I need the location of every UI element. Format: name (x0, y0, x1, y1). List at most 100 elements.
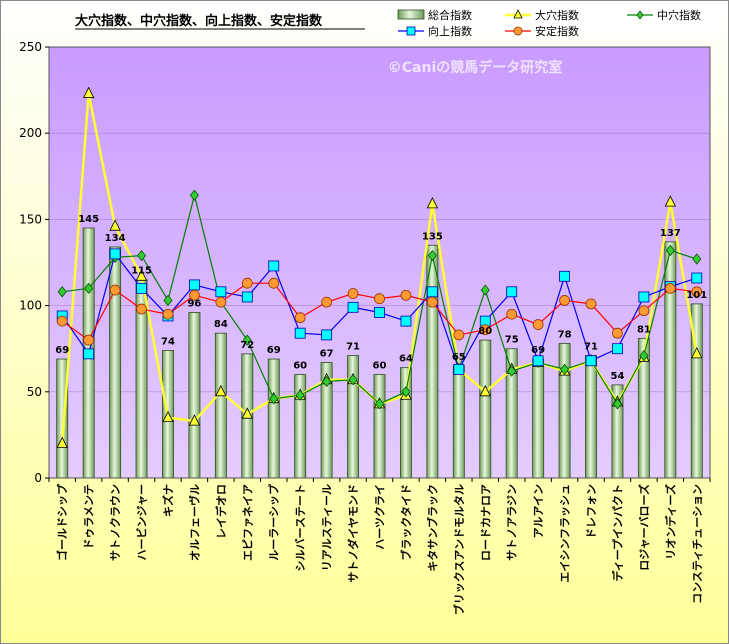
data-point (215, 384, 227, 397)
x-axis: ゴールドシップ ドゥラメンテ サトノクラウン ハービンジャー キズナ オルフェーヴル レイデ… (48, 478, 711, 615)
bar (585, 355, 597, 479)
bar-label: 69 (531, 345, 545, 356)
bar (399, 367, 412, 479)
legend-label: 中穴指数 (657, 8, 701, 22)
data-point (136, 282, 147, 294)
data-point (241, 277, 253, 289)
data-point (347, 288, 359, 299)
data-point (426, 196, 439, 209)
bar-label: 60 (293, 361, 307, 372)
x-tick-label: エピファネイア (241, 484, 254, 561)
watermark: ©Caniの競馬データ研究室 (388, 59, 563, 76)
x-tick-label: レイデオロ (214, 484, 228, 539)
data-point (215, 286, 227, 298)
bar-label: 69 (267, 345, 281, 356)
data-point (612, 343, 623, 355)
x-tick-label: サトノアラジン (506, 484, 519, 561)
data-point (506, 286, 518, 298)
x-tick-label: ハービンジャー (135, 484, 149, 560)
bar-label: 78 (558, 330, 572, 341)
bar-label: 145 (78, 214, 99, 225)
data-point (215, 296, 227, 308)
data-point (348, 374, 358, 386)
data-point (163, 294, 173, 307)
data-point (426, 286, 438, 298)
data-point (479, 324, 491, 336)
bar (214, 332, 227, 479)
bar-label: 134 (105, 233, 126, 244)
plot-frame (48, 46, 711, 479)
data-point (189, 289, 200, 301)
data-point (162, 308, 174, 320)
data-point (691, 346, 703, 359)
data-point (57, 286, 67, 298)
data-point (453, 363, 465, 375)
data-point (453, 329, 465, 341)
x-tick-label: キタサンブラック (425, 484, 439, 572)
legend-box (388, 6, 724, 38)
bar (558, 343, 571, 479)
bar (452, 365, 465, 479)
y-tick-label: 0 (34, 471, 42, 485)
data-point (638, 291, 650, 303)
bar-label: 115 (131, 266, 152, 277)
data-point (374, 307, 385, 318)
data-point (322, 375, 332, 388)
legend-label: 総合指数 (428, 8, 472, 22)
data-point (189, 189, 199, 201)
data-point (374, 293, 385, 305)
bar-label: 64 (399, 354, 413, 365)
data-point (136, 303, 147, 315)
bar-label: 137 (660, 228, 681, 239)
data-point (347, 301, 359, 313)
bar-label: 71 (584, 342, 598, 353)
data-point (480, 284, 490, 296)
bar-labels: 69 145 134 115 74 96 84 72 69 60 67 71 60 64 135 65 80 75… (55, 214, 707, 382)
data-point (585, 355, 597, 367)
bar-label: 54 (610, 371, 624, 382)
bar (532, 358, 545, 479)
data-point (56, 315, 68, 327)
bar (664, 241, 677, 479)
data-point (612, 327, 623, 339)
bar-label: 69 (55, 345, 69, 356)
bar-label: 72 (240, 340, 254, 351)
data-point (241, 407, 253, 419)
bar (426, 244, 439, 479)
data-point (401, 386, 411, 398)
x-tick-label: ディープインパクト (610, 484, 624, 582)
data-point (84, 282, 94, 295)
x-tick-label: ドレフォン (585, 484, 598, 539)
bar (109, 246, 122, 479)
data-point (612, 398, 622, 410)
data-point (83, 348, 95, 360)
bar-label: 96 (187, 298, 201, 309)
y-tick-label: 50 (27, 385, 42, 399)
x-tick-label: リアルスティール (321, 484, 334, 571)
data-point (321, 296, 333, 308)
data-point (269, 393, 279, 405)
x-tick-label: シルバーステート (294, 484, 307, 571)
data-point (664, 195, 676, 207)
x-tick-label: コンスティチューション (691, 484, 704, 604)
data-point (532, 355, 544, 367)
data-point (506, 308, 518, 320)
bar-label: 71 (346, 342, 360, 353)
data-point (295, 389, 305, 401)
x-tick-label: ドゥラメンテ (83, 484, 96, 550)
y-tick-label: 100 (19, 299, 42, 313)
x-tick-label: ロジャーバローズ (637, 484, 651, 571)
x-tick-label: ブリックスアンドモルタル (452, 484, 466, 615)
bar (373, 374, 386, 479)
bar-label: 67 (320, 348, 334, 359)
bar (267, 358, 280, 479)
data-point (664, 282, 676, 294)
data-point (692, 253, 702, 265)
data-point (559, 295, 570, 306)
legend-marker (513, 9, 523, 19)
data-point (532, 319, 544, 330)
legend-label: 向上指数 (428, 24, 472, 38)
x-tick-label: リオンディーズ (663, 484, 677, 560)
data-point (83, 334, 95, 346)
